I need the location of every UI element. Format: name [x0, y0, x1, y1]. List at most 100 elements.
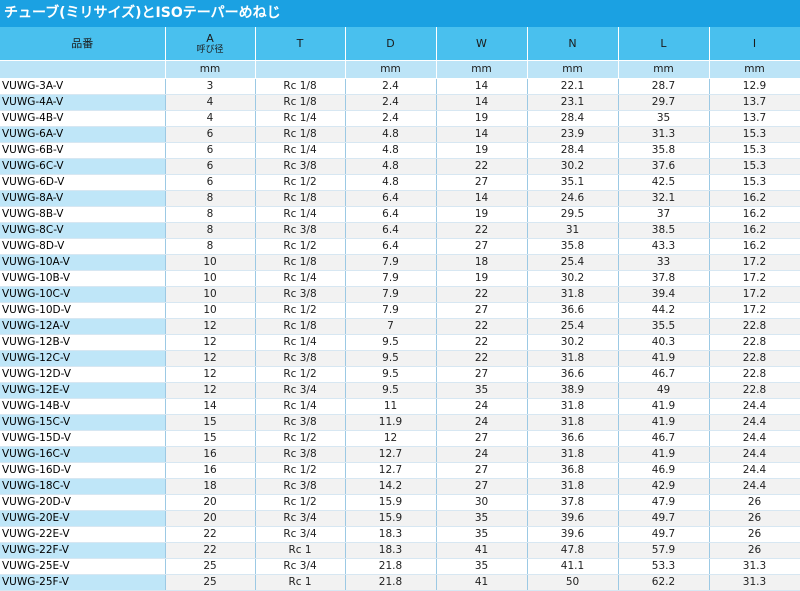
cell-d: 7.9 [345, 270, 437, 287]
cell-l: 46.7 [618, 430, 710, 447]
cell-d: 9.5 [345, 334, 437, 351]
cell-d: 6.4 [345, 190, 437, 207]
cell-a: 6 [165, 158, 256, 175]
cell-i: 13.7 [709, 110, 800, 127]
cell-w: 14 [436, 78, 528, 95]
cell-l: 33 [618, 254, 710, 271]
part-number: VUWG-8A-V [0, 190, 166, 207]
cell-w: 27 [436, 366, 528, 383]
table-row: VUWG-4A-V 4 Rc 1/8 2.4 14 23.1 29.7 13.7 [0, 94, 800, 111]
cell-d: 2.4 [345, 78, 437, 95]
cell-w: 19 [436, 206, 528, 223]
part-number: VUWG-8D-V [0, 238, 166, 255]
table-row: VUWG-25F-V 25 Rc 1 21.8 41 50 62.2 31.3 [0, 574, 800, 591]
table-row: VUWG-22E-V 22 Rc 3/4 18.3 35 39.6 49.7 26 [0, 526, 800, 543]
cell-w: 22 [436, 222, 528, 239]
cell-t: Rc 3/4 [255, 510, 346, 527]
part-number: VUWG-15D-V [0, 430, 166, 447]
cell-d: 9.5 [345, 382, 437, 399]
part-number: VUWG-18C-V [0, 478, 166, 495]
cell-n: 30.2 [527, 334, 619, 351]
cell-d: 12 [345, 430, 437, 447]
part-number: VUWG-12A-V [0, 318, 166, 335]
cell-n: 25.4 [527, 254, 619, 271]
cell-d: 2.4 [345, 110, 437, 127]
cell-d: 15.9 [345, 510, 437, 527]
col-header-n: N [527, 27, 619, 61]
part-number: VUWG-6A-V [0, 126, 166, 143]
cell-w: 19 [436, 110, 528, 127]
unit-l: mm [618, 60, 710, 79]
part-number: VUWG-22F-V [0, 542, 166, 559]
cell-a: 16 [165, 462, 256, 479]
cell-l: 37.6 [618, 158, 710, 175]
cell-n: 23.9 [527, 126, 619, 143]
cell-l: 62.2 [618, 574, 710, 591]
cell-a: 6 [165, 142, 256, 159]
cell-w: 22 [436, 158, 528, 175]
cell-n: 29.5 [527, 206, 619, 223]
cell-l: 53.3 [618, 558, 710, 575]
cell-t: Rc 3/4 [255, 526, 346, 543]
cell-t: Rc 3/4 [255, 382, 346, 399]
cell-a: 8 [165, 222, 256, 239]
cell-a: 8 [165, 238, 256, 255]
cell-i: 24.4 [709, 414, 800, 431]
cell-a: 20 [165, 494, 256, 511]
table-row: VUWG-22F-V 22 Rc 1 18.3 41 47.8 57.9 26 [0, 542, 800, 559]
cell-t: Rc 1/8 [255, 190, 346, 207]
cell-a: 4 [165, 94, 256, 111]
cell-w: 24 [436, 446, 528, 463]
cell-a: 6 [165, 126, 256, 143]
page-title: チューブ(ミリサイズ)とISOテーパーめねじ [0, 0, 800, 27]
cell-w: 27 [436, 174, 528, 191]
cell-n: 37.8 [527, 494, 619, 511]
cell-n: 35.8 [527, 238, 619, 255]
unit-name [0, 60, 166, 79]
cell-d: 6.4 [345, 206, 437, 223]
cell-n: 31.8 [527, 414, 619, 431]
cell-i: 22.8 [709, 334, 800, 351]
unit-i: mm [709, 60, 800, 79]
cell-d: 21.8 [345, 558, 437, 575]
cell-t: Rc 1/2 [255, 494, 346, 511]
cell-t: Rc 1/4 [255, 334, 346, 351]
cell-l: 35 [618, 110, 710, 127]
cell-n: 50 [527, 574, 619, 591]
cell-d: 18.3 [345, 542, 437, 559]
cell-w: 35 [436, 526, 528, 543]
table-row: VUWG-6C-V 6 Rc 3/8 4.8 22 30.2 37.6 15.3 [0, 158, 800, 175]
table-row: VUWG-8A-V 8 Rc 1/8 6.4 14 24.6 32.1 16.2 [0, 190, 800, 207]
cell-d: 15.9 [345, 494, 437, 511]
cell-n: 31 [527, 222, 619, 239]
cell-t: Rc 1/4 [255, 206, 346, 223]
cell-t: Rc 3/8 [255, 158, 346, 175]
part-number: VUWG-10D-V [0, 302, 166, 319]
cell-d: 7.9 [345, 302, 437, 319]
part-number: VUWG-8C-V [0, 222, 166, 239]
cell-w: 19 [436, 270, 528, 287]
cell-a: 10 [165, 302, 256, 319]
cell-n: 24.6 [527, 190, 619, 207]
cell-l: 41.9 [618, 398, 710, 415]
cell-a: 12 [165, 334, 256, 351]
part-number: VUWG-12E-V [0, 382, 166, 399]
cell-t: Rc 1/8 [255, 254, 346, 271]
cell-w: 14 [436, 190, 528, 207]
cell-l: 29.7 [618, 94, 710, 111]
cell-t: Rc 1/2 [255, 302, 346, 319]
cell-i: 22.8 [709, 318, 800, 335]
table-row: VUWG-12C-V 12 Rc 3/8 9.5 22 31.8 41.9 22.8 [0, 350, 800, 367]
cell-l: 35.8 [618, 142, 710, 159]
unit-t [255, 60, 346, 79]
cell-n: 31.8 [527, 446, 619, 463]
cell-l: 41.9 [618, 350, 710, 367]
unit-row: mm mm mm mm mm mm [0, 60, 800, 79]
cell-n: 30.2 [527, 158, 619, 175]
cell-a: 14 [165, 398, 256, 415]
cell-i: 12.9 [709, 78, 800, 95]
part-number: VUWG-4B-V [0, 110, 166, 127]
cell-i: 26 [709, 510, 800, 527]
cell-i: 15.3 [709, 142, 800, 159]
cell-l: 31.3 [618, 126, 710, 143]
